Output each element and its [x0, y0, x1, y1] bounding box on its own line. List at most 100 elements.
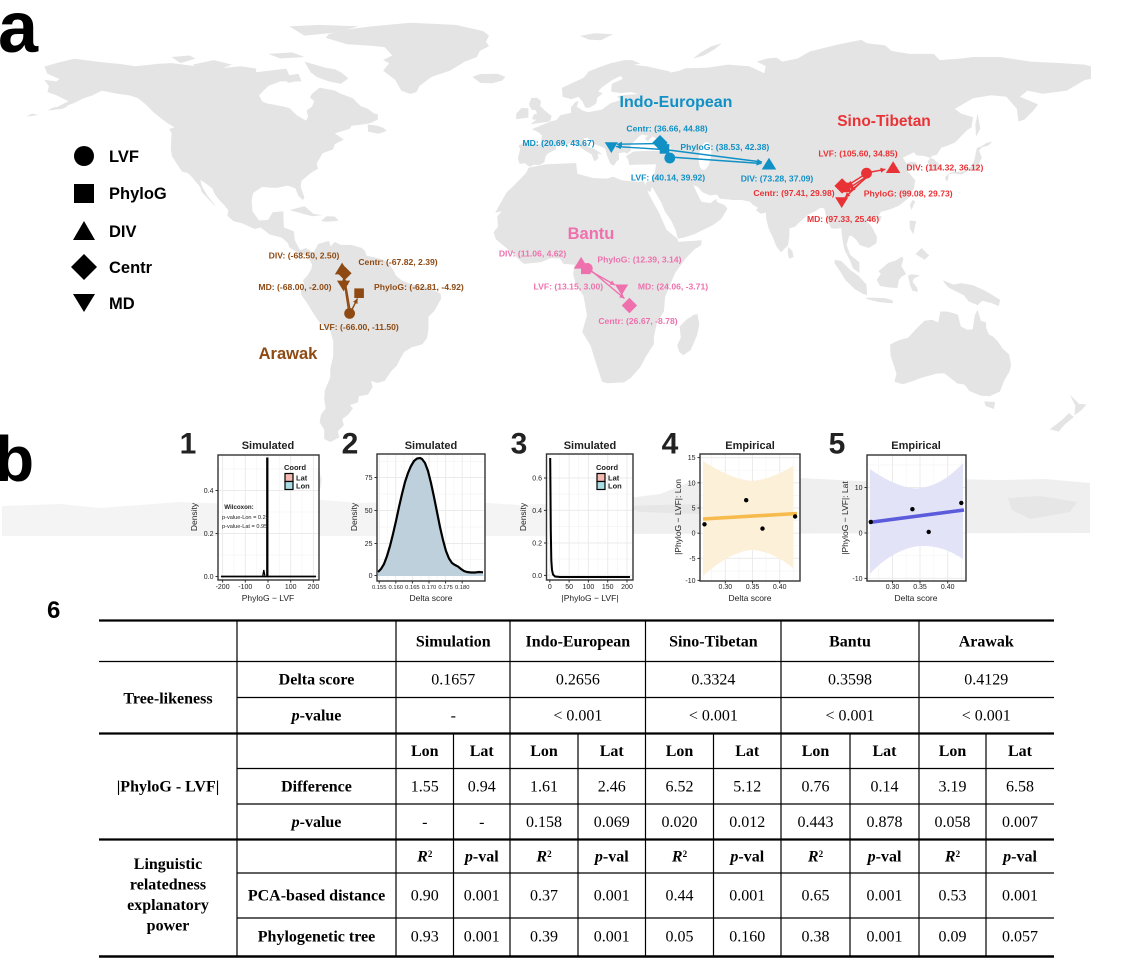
svg-text:-200: -200: [216, 584, 230, 591]
svg-text:DIV: (-68.50, 2.50): DIV: (-68.50, 2.50): [269, 251, 340, 261]
svg-text:power: power: [147, 918, 190, 935]
svg-text:Simulated: Simulated: [564, 440, 617, 452]
svg-text:PhyloG: (12.39, 3.14): PhyloG: (12.39, 3.14): [597, 255, 681, 265]
svg-text:1.55: 1.55: [411, 779, 439, 796]
svg-text:R2: R2: [535, 849, 552, 866]
svg-text:Lat: Lat: [735, 743, 760, 760]
svg-text:Lat: Lat: [1008, 743, 1033, 760]
svg-text:0.4: 0.4: [532, 508, 542, 515]
svg-text:0.3598: 0.3598: [828, 672, 872, 689]
svg-text:0.53: 0.53: [939, 888, 967, 905]
svg-text:PhyloG: (99.08, 29.73): PhyloG: (99.08, 29.73): [864, 188, 953, 198]
svg-text:R2: R2: [807, 849, 824, 866]
svg-text:0.2656: 0.2656: [556, 672, 600, 689]
svg-text:0.37: 0.37: [530, 888, 558, 905]
svg-text:1: 1: [180, 428, 197, 461]
svg-text:10: 10: [855, 485, 863, 492]
svg-text:4: 4: [662, 428, 679, 461]
svg-text:0.30: 0.30: [886, 584, 900, 591]
svg-text:0.2: 0.2: [532, 541, 542, 548]
svg-text:-: -: [479, 814, 484, 831]
svg-text:25: 25: [365, 541, 373, 548]
svg-text:0.160: 0.160: [729, 929, 765, 946]
svg-text:DIV: (114.32, 36.12): DIV: (114.32, 36.12): [906, 163, 983, 173]
svg-text:Centr: (97.41, 29.98): Centr: (97.41, 29.98): [753, 188, 834, 198]
svg-text:0.170: 0.170: [422, 585, 437, 591]
svg-text:R2: R2: [944, 849, 961, 866]
svg-text:Arawak: Arawak: [959, 634, 1014, 651]
svg-text:p-value-Lon = 0.29: p-value-Lon = 0.29: [222, 515, 269, 521]
svg-text:p-value: p-value: [290, 814, 342, 831]
svg-text:p-val: p-val: [1001, 849, 1037, 866]
svg-text:Lon: Lon: [608, 482, 622, 491]
svg-text:0.09: 0.09: [939, 929, 967, 946]
svg-text:200: 200: [308, 584, 320, 591]
svg-text:Coord: Coord: [596, 463, 618, 472]
svg-text:0.001: 0.001: [1002, 888, 1038, 905]
svg-text:Lon: Lon: [411, 743, 439, 760]
svg-text:< 0.001: < 0.001: [962, 708, 1011, 725]
svg-text:0.6: 0.6: [532, 476, 542, 483]
svg-text:-10: -10: [852, 576, 862, 583]
svg-text:PhyloG − LVF: PhyloG − LVF: [242, 593, 295, 603]
svg-text:0.35: 0.35: [746, 584, 760, 591]
svg-text:Empirical: Empirical: [725, 440, 775, 452]
svg-text:Simulation: Simulation: [416, 634, 491, 651]
svg-text:DIV: (73.28, 37.09): DIV: (73.28, 37.09): [741, 174, 814, 184]
svg-text:MD: (97.33, 25.46): MD: (97.33, 25.46): [807, 214, 879, 224]
svg-text:MD: (24.06, -3.71): MD: (24.06, -3.71): [638, 282, 708, 292]
svg-text:LVF: (13.15, 3.00): LVF: (13.15, 3.00): [534, 282, 604, 292]
svg-text:0.878: 0.878: [867, 814, 903, 831]
svg-text:Tree-likeness: Tree-likeness: [123, 691, 212, 708]
svg-text:Lon: Lon: [802, 743, 830, 760]
svg-text:Density: Density: [189, 502, 199, 531]
svg-text:-: -: [451, 708, 456, 725]
svg-text:2.46: 2.46: [598, 779, 626, 796]
svg-text:p-val: p-val: [463, 849, 499, 866]
svg-text:0.058: 0.058: [935, 814, 971, 831]
svg-text:0.44: 0.44: [666, 888, 694, 905]
svg-text:0.40: 0.40: [941, 584, 955, 591]
svg-text:Sino-Tibetan: Sino-Tibetan: [837, 113, 931, 130]
svg-text:MD: (20.69, 43.67): MD: (20.69, 43.67): [522, 138, 594, 148]
svg-text:0.3324: 0.3324: [691, 672, 735, 689]
svg-text:Lon: Lon: [296, 482, 310, 491]
svg-text:6.52: 6.52: [666, 779, 694, 796]
svg-text:0: 0: [859, 531, 863, 538]
svg-text:Bantu: Bantu: [829, 634, 871, 651]
svg-text:Lat: Lat: [296, 474, 308, 483]
svg-text:0.001: 0.001: [729, 888, 765, 905]
svg-text:Lon: Lon: [666, 743, 694, 760]
svg-text:LVF: (105.60, 34.85): LVF: (105.60, 34.85): [818, 148, 897, 158]
svg-text:Density: Density: [349, 502, 359, 531]
svg-text:Simulated: Simulated: [242, 440, 295, 452]
svg-text:0.165: 0.165: [405, 585, 420, 591]
svg-text:0.158: 0.158: [526, 814, 562, 831]
svg-text:0.4129: 0.4129: [964, 672, 1008, 689]
svg-text:3: 3: [511, 428, 528, 461]
svg-text:Delta score: Delta score: [410, 593, 453, 603]
svg-text:Delta score: Delta score: [729, 593, 772, 603]
svg-text:3.19: 3.19: [939, 779, 967, 796]
svg-text:Simulated: Simulated: [405, 440, 458, 452]
svg-text:0.007: 0.007: [1002, 814, 1038, 831]
svg-text:DIV: DIV: [109, 223, 137, 241]
svg-text:Empirical: Empirical: [891, 440, 941, 452]
svg-text:Lon: Lon: [530, 743, 558, 760]
svg-text:< 0.001: < 0.001: [689, 708, 738, 725]
svg-text:0.35: 0.35: [913, 584, 927, 591]
svg-text:5: 5: [692, 506, 696, 513]
svg-text:-10: -10: [685, 578, 695, 585]
svg-text:explanatory: explanatory: [127, 897, 209, 914]
svg-text:R2: R2: [416, 849, 433, 866]
svg-text:Centr: Centr: [109, 259, 153, 277]
svg-text:Coord: Coord: [284, 463, 306, 472]
svg-text:PCA-based distance: PCA-based distance: [248, 888, 385, 905]
svg-text:0.05: 0.05: [666, 929, 694, 946]
svg-text:Delta score: Delta score: [895, 593, 938, 603]
svg-text:|PhyloG − LVF|: |PhyloG − LVF|: [562, 593, 619, 603]
svg-text:150: 150: [602, 584, 614, 591]
svg-text:0.1657: 0.1657: [431, 672, 475, 689]
svg-text:0.0: 0.0: [204, 574, 214, 581]
svg-text:0.93: 0.93: [411, 929, 439, 946]
